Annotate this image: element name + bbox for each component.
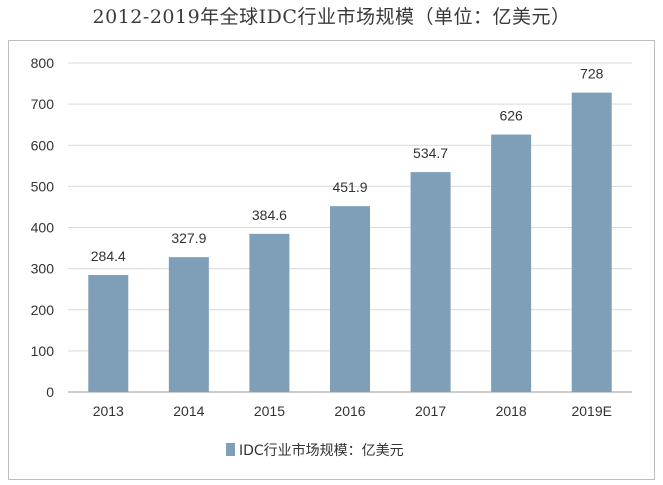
x-tick-label: 2019E [571,403,611,419]
x-tick-label: 2018 [496,403,527,419]
x-tick-label: 2015 [254,403,285,419]
data-label: 626 [499,108,523,124]
legend-swatch [226,443,235,456]
y-tick-label: 100 [31,343,55,359]
y-axis-ticks: 0 100 200 300 400 500 600 700 800 [31,55,55,400]
data-label: 451.9 [332,179,367,195]
bar [571,92,612,393]
y-tick-label: 400 [31,220,55,236]
data-label: 534.7 [413,145,448,161]
data-label: 728 [580,66,604,82]
bar [88,275,129,392]
legend: IDC行业市场规模：亿美元 [226,442,404,459]
data-label: 284.4 [91,248,126,264]
bars [88,92,612,393]
data-label: 384.6 [252,207,287,223]
bar [249,233,290,392]
y-tick-label: 200 [31,302,55,318]
y-tick-label: 600 [31,137,55,153]
bar [410,172,451,392]
y-tick-label: 700 [31,96,55,112]
x-tick-label: 2016 [334,403,365,419]
x-axis-ticks: 2013 2014 2015 2016 2017 2018 2019E [93,403,612,419]
bar [491,134,532,392]
y-tick-label: 800 [31,55,55,71]
x-tick-label: 2017 [415,403,446,419]
bar [168,257,209,392]
y-tick-label: 0 [46,384,54,400]
y-tick-label: 300 [31,261,55,277]
data-label: 327.9 [171,230,206,246]
x-tick-label: 2013 [93,403,124,419]
bar [330,206,370,392]
data-labels: 284.4 327.9 384.6 451.9 534.7 626 728 [91,66,604,264]
chart-title: 2012-2019年全球IDC行业市场规模（单位：亿美元） [92,6,571,28]
x-tick-label: 2014 [173,403,204,419]
legend-label: IDC行业市场规模：亿美元 [239,442,404,459]
y-tick-label: 500 [31,178,55,194]
